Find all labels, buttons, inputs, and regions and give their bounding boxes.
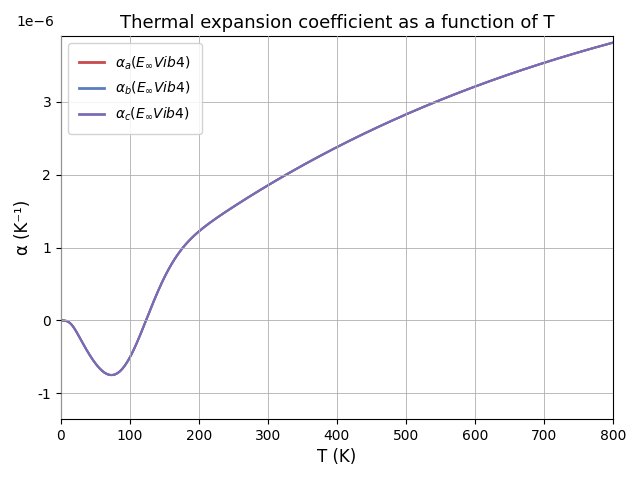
Text: 1e−6: 1e−6 [17,14,54,29]
Y-axis label: α (K⁻¹): α (K⁻¹) [14,200,32,255]
X-axis label: T (K): T (K) [317,448,356,466]
Title: Thermal expansion coefficient as a function of T: Thermal expansion coefficient as a funct… [120,14,554,32]
Legend: $\alpha_a(E_\infty Vib4)$, $\alpha_b(E_\infty Vib4)$, $\alpha_c(E_\infty Vib4)$: $\alpha_a(E_\infty Vib4)$, $\alpha_b(E_\… [68,43,202,134]
